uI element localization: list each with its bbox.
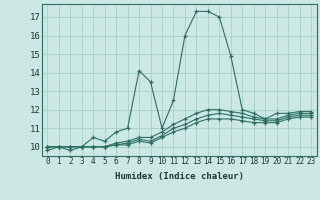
X-axis label: Humidex (Indice chaleur): Humidex (Indice chaleur) bbox=[115, 172, 244, 181]
